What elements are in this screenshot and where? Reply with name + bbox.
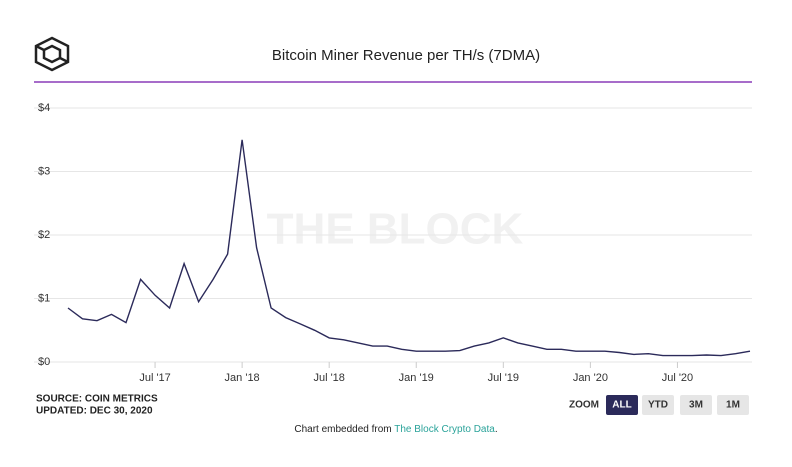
zoom-button-bg	[680, 395, 712, 415]
zoom-button-bg	[642, 395, 674, 415]
x-tick-label: Jan '18	[225, 372, 260, 384]
zoom-label: ZOOM	[569, 400, 599, 411]
footer-link[interactable]: The Block Crypto Data	[394, 424, 495, 435]
source: SOURCE: COIN METRICS	[36, 394, 158, 405]
x-tick-label: Jan '19	[399, 372, 434, 384]
x-tick-label: Jan '20	[573, 372, 608, 384]
x-tick-label: Jul '20	[662, 372, 693, 384]
zoom-button[interactable]: ALL	[606, 395, 638, 415]
zoom-button-label: YTD	[648, 400, 668, 411]
y-tick-label: $1	[38, 292, 50, 304]
footer-text: Chart embedded from	[294, 424, 394, 435]
y-tick-label: $4	[38, 102, 50, 114]
zoom-button-label: 3M	[689, 400, 703, 411]
footer: Chart embedded from The Block Crypto Dat…	[294, 424, 497, 435]
zoom-button-label: ALL	[612, 400, 631, 411]
zoom-button[interactable]: 3M	[680, 395, 712, 415]
y-tick-label: $3	[38, 165, 50, 177]
y-tick-label: $0	[38, 356, 50, 368]
zoom-button-label: 1M	[726, 400, 740, 411]
zoom-button-bg	[717, 395, 749, 415]
x-tick-label: Jul '18	[313, 372, 344, 384]
footer-end: .	[495, 424, 498, 435]
updated: UPDATED: DEC 30, 2020	[36, 406, 153, 417]
watermark: THE BLOCK	[267, 205, 524, 254]
zoom-button[interactable]: YTD	[642, 395, 674, 415]
y-tick-label: $2	[38, 229, 50, 241]
x-tick-label: Jul '19	[488, 372, 519, 384]
x-tick-label: Jul '17	[139, 372, 170, 384]
series-line	[67, 139, 751, 357]
chart-title: Bitcoin Miner Revenue per TH/s (7DMA)	[272, 47, 540, 64]
zoom-button-bg	[606, 395, 638, 415]
logo	[34, 36, 70, 72]
zoom-button[interactable]: 1M	[717, 395, 749, 415]
